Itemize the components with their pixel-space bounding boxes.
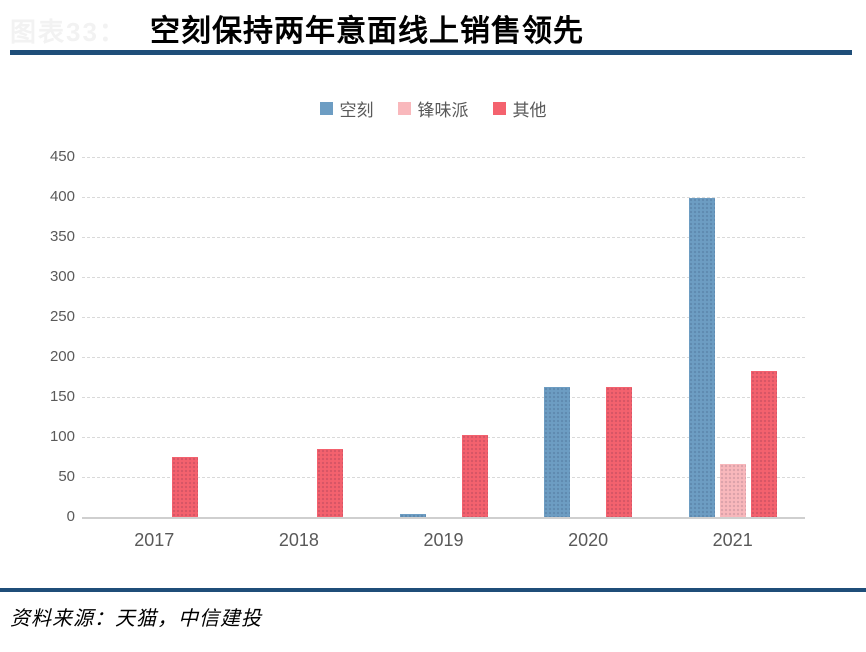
gridline-250 (82, 317, 805, 318)
chart-title: 空刻保持两年意面线上销售领先 (150, 15, 584, 48)
bar-kongke-2021 (688, 197, 715, 517)
y-axis-label-350: 350 (49, 228, 75, 245)
x-axis: 2017 2018 2019 2020 2021 (82, 530, 805, 556)
plot-area (82, 157, 805, 519)
bar-qita-2019 (461, 434, 488, 517)
x-axis-label-2019: 2019 (423, 530, 464, 550)
gridline-450 (82, 157, 805, 158)
legend-label-fengweipai: 锋味派 (417, 101, 469, 120)
legend-label-qita: 其他 (512, 101, 547, 120)
y-axis-label-50: 50 (58, 468, 75, 485)
legend-swatch-fengweipai (397, 102, 411, 115)
source-note: 资料来源：天猫，中信建投 (10, 608, 262, 630)
gridline-400 (82, 197, 805, 198)
gridline-200 (82, 357, 805, 358)
gridline-150 (82, 397, 805, 398)
chart-legend: 空刻 锋味派 其他 (0, 96, 866, 121)
y-axis-label-0: 0 (66, 508, 75, 525)
bar-qita-2018 (316, 449, 343, 517)
bar-qita-2017 (172, 457, 199, 517)
y-axis-label-450: 450 (49, 148, 75, 165)
gridline-50 (82, 477, 805, 478)
bar-qita-2020 (606, 387, 633, 517)
bar-qita-2021 (750, 371, 777, 517)
title-divider-rule (10, 50, 852, 55)
footer-divider-rule (0, 588, 866, 592)
x-axis-label-2017: 2017 (134, 530, 175, 550)
x-axis-label-2018: 2018 (278, 530, 319, 550)
y-axis-label-250: 250 (49, 308, 75, 325)
y-axis: 0 50 100 150 200 250 300 350 400 450 (0, 148, 75, 525)
bar-fengweipai-2021 (719, 464, 746, 517)
gridline-100 (82, 437, 805, 438)
legend-swatch-kongke (319, 102, 333, 115)
x-axis-label-2020: 2020 (568, 530, 609, 550)
legend-swatch-qita (492, 102, 506, 115)
figure-number-label: 图表33： (10, 17, 127, 47)
legend-item-qita: 其他 (492, 96, 547, 121)
bar-kongke-2019 (399, 513, 426, 517)
bar-kongke-2020 (544, 386, 571, 517)
legend-label-kongke: 空刻 (339, 101, 374, 120)
gridline-350 (82, 237, 805, 238)
y-axis-label-300: 300 (49, 268, 75, 285)
legend-item-fengweipai: 锋味派 (397, 96, 469, 121)
y-axis-label-100: 100 (49, 428, 75, 445)
gridline-300 (82, 277, 805, 278)
legend-item-kongke: 空刻 (319, 96, 374, 121)
x-axis-label-2021: 2021 (712, 530, 753, 550)
y-axis-label-200: 200 (49, 348, 75, 365)
y-axis-label-400: 400 (49, 188, 75, 205)
y-axis-label-150: 150 (49, 388, 75, 405)
